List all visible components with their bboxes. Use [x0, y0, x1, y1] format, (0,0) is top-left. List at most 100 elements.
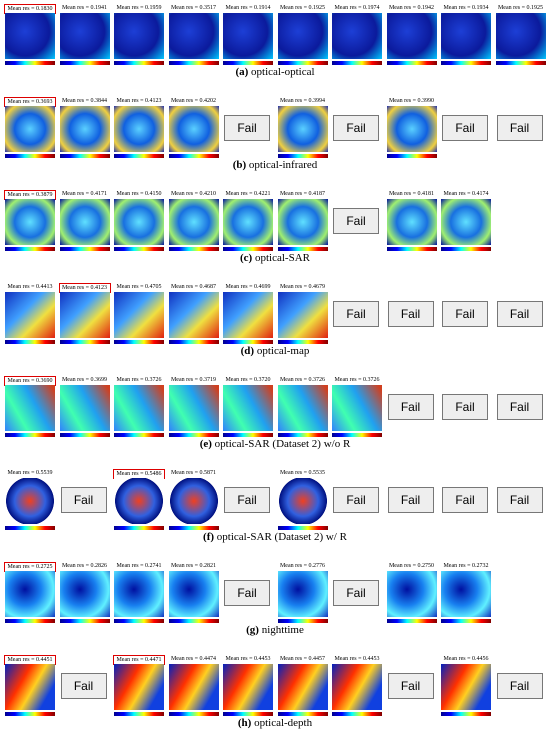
- result-cell: Mean res = 0.4453: [222, 655, 274, 719]
- result-cell: Fail: [331, 97, 383, 161]
- colorbar: [59, 61, 110, 65]
- result-cell: Mean res = 0.4679: [277, 283, 329, 347]
- colorbar: [441, 712, 491, 716]
- result-cell: Fail: [440, 376, 492, 440]
- fail-box: Fail: [387, 394, 434, 420]
- colorbar: [59, 433, 110, 437]
- colorbar: [114, 247, 164, 251]
- mean-res-label: Mean res = 0.2821: [170, 563, 217, 569]
- mean-res-label: Mean res = 0.1974: [334, 5, 380, 11]
- subfigure-caption: (a) optical-optical: [0, 66, 550, 78]
- colorbar: [386, 154, 437, 158]
- residual-map: [386, 13, 437, 59]
- fail-box: Fail: [333, 301, 379, 327]
- result-cell: Mean res = 0.3726: [277, 376, 329, 440]
- mean-res-label: Mean res = 0.4699: [225, 284, 271, 290]
- colorbar: [5, 526, 55, 530]
- result-cell: Mean res = 0.2732: [440, 562, 492, 626]
- caption-tag: (a): [235, 66, 249, 78]
- residual-map: [441, 199, 491, 245]
- colorbar: [277, 247, 328, 251]
- mean-res-label: Mean res = 0.4456: [443, 656, 489, 662]
- result-cell: Mean res = 0.3517: [168, 4, 220, 68]
- result-cell: Mean res = 0.3699: [59, 376, 111, 440]
- mean-res-label: Mean res = 0.1941: [61, 5, 108, 11]
- colorbar: [59, 154, 110, 158]
- result-cell: Mean res = 0.3990: [386, 97, 438, 161]
- colorbar: [332, 433, 382, 437]
- result-cell: Mean res = 0.2826: [59, 562, 111, 626]
- residual-map: [5, 292, 55, 338]
- mean-res-label: Mean res = 0.5539: [7, 470, 53, 476]
- fail-box: Fail: [333, 208, 379, 234]
- subfigure-caption: (c) optical-SAR: [0, 252, 550, 264]
- subfigure-caption: (d) optical-map: [0, 345, 550, 357]
- subfigure-caption: (g) nighttime: [0, 624, 550, 636]
- colorbar: [59, 247, 110, 251]
- fail-box: Fail: [387, 673, 434, 699]
- mean-res-label: Mean res = 0.3994: [279, 98, 326, 104]
- residual-map: [168, 106, 219, 152]
- residual-map: [332, 385, 382, 431]
- mean-res-label: Mean res = 0.4210: [170, 191, 217, 197]
- result-cell: Mean res = 0.2821: [168, 562, 220, 626]
- result-cell: Mean res = 0.5486: [113, 469, 165, 533]
- result-cell: Mean res = 0.1942: [386, 4, 438, 68]
- residual-map: [59, 385, 110, 431]
- residual-map: [114, 292, 164, 338]
- colorbar: [168, 526, 219, 530]
- caption-text: optical-depth: [254, 717, 313, 729]
- colorbar: [332, 712, 382, 716]
- residual-map: [114, 571, 164, 617]
- residual-map: [277, 664, 328, 710]
- result-cell: Mean res = 0.4451: [4, 655, 56, 719]
- residual-map: [168, 478, 219, 524]
- residual-map: [168, 199, 219, 245]
- residual-map: [5, 571, 55, 617]
- colorbar: [386, 61, 437, 65]
- result-cell: Mean res = 0.4457: [277, 655, 329, 719]
- residual-map: [277, 478, 328, 524]
- colorbar: [223, 340, 273, 344]
- result-cell: Mean res = 0.3690: [4, 376, 56, 440]
- colorbar: [441, 619, 491, 623]
- residual-map: [5, 664, 55, 710]
- residual-map: [386, 106, 437, 152]
- colorbar: [168, 619, 219, 623]
- result-cell: Mean res = 0.4174: [440, 190, 492, 254]
- residual-map: [168, 664, 219, 710]
- colorbar: [495, 61, 546, 65]
- result-cell: Fail: [59, 655, 111, 719]
- result-cell: Mean res = 0.1925: [277, 4, 329, 68]
- mean-res-label: Mean res = 0.2750: [388, 563, 435, 569]
- colorbar: [5, 154, 55, 158]
- result-cell: Fail: [222, 562, 274, 626]
- colorbar: [277, 61, 328, 65]
- result-cell: Mean res = 0.1934: [440, 4, 492, 68]
- residual-map: [495, 13, 546, 59]
- colorbar: [114, 619, 164, 623]
- mean-res-label: Mean res = 0.4687: [170, 284, 217, 290]
- caption-tag: (f): [203, 531, 215, 543]
- colorbar: [168, 712, 219, 716]
- residual-map: [168, 292, 219, 338]
- fail-box: Fail: [442, 301, 488, 327]
- fail-box: Fail: [496, 673, 543, 699]
- colorbar: [5, 247, 55, 251]
- mean-res-label: Mean res = 0.1925: [279, 5, 326, 11]
- residual-map: [59, 292, 110, 338]
- result-cell: Fail: [495, 376, 547, 440]
- result-cell: Mean res = 0.1925: [495, 4, 547, 68]
- residual-map: [277, 292, 328, 338]
- mean-res-label: Mean res = 0.4474: [170, 656, 217, 662]
- mean-res-label: Mean res = 0.1959: [116, 5, 162, 11]
- colorbar: [114, 526, 164, 530]
- result-cell: Mean res = 0.3879: [4, 190, 56, 254]
- mean-res-label: Mean res = 0.2776: [279, 563, 326, 569]
- residual-map: [386, 199, 437, 245]
- result-cell: Mean res = 0.4453: [331, 655, 383, 719]
- residual-map: [114, 199, 164, 245]
- fail-box: Fail: [387, 487, 434, 513]
- colorbar: [5, 433, 55, 437]
- mean-res-label: Mean res = 0.4174: [443, 191, 489, 197]
